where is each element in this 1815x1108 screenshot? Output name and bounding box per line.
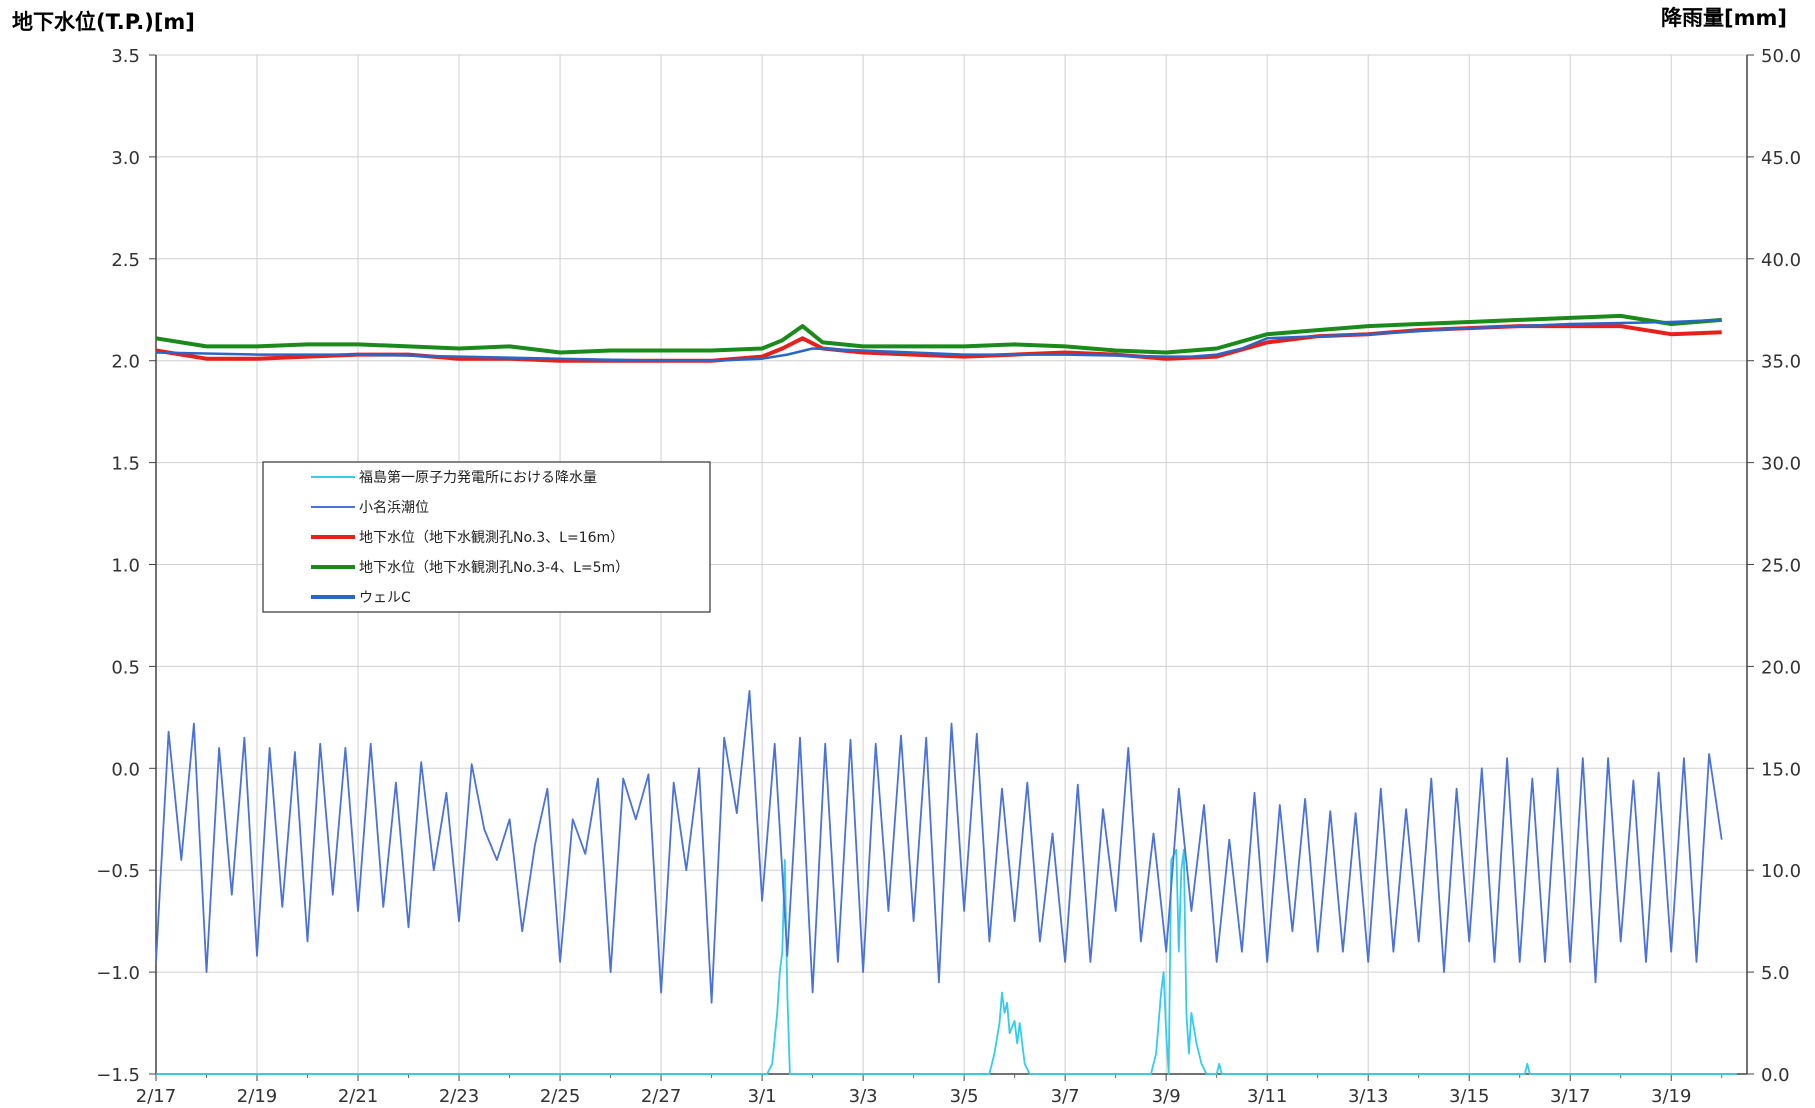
series-line-1 (155, 313, 1722, 355)
x-tick-label: 3/11 (1247, 1086, 1287, 1107)
legend-label: 地下水位（地下水観測孔No.3-4、L=5m） (359, 559, 629, 576)
y-left-tick-label: −0.5 (96, 861, 140, 882)
x-tick-label: 3/7 (1051, 1086, 1080, 1107)
y-left-tick-label: 0.0 (111, 759, 140, 780)
y-left-tick-label: −1.0 (96, 963, 140, 984)
x-tick-label: 3/13 (1348, 1086, 1388, 1107)
y-axis-left-label: 地下水位(T.P.)[m] (12, 10, 195, 34)
x-tick-label: 3/15 (1449, 1086, 1489, 1107)
series-line-3 (155, 690, 1723, 1004)
y-right-tick-label: 45.0 (1761, 148, 1801, 169)
y-right-tick-label: 0.0 (1761, 1065, 1790, 1086)
series-line-4 (156, 848, 1737, 1075)
y-left-tick-label: 3.0 (111, 148, 140, 169)
x-tick-label: 2/27 (641, 1086, 681, 1107)
legend-label: ウェルC (359, 590, 411, 606)
legend-label: 地下水位（地下水観測孔No.3、L=16m） (359, 529, 624, 546)
y-right-tick-label: 15.0 (1761, 759, 1801, 780)
x-tick-label: 3/9 (1152, 1086, 1181, 1107)
y-right-tick-label: 10.0 (1761, 861, 1801, 882)
y-right-tick-label: 20.0 (1761, 657, 1801, 678)
x-tick-label: 3/17 (1550, 1086, 1590, 1107)
legend: 福島第一原子力発電所における降水量小名浜潮位地下水位（地下水観測孔No.3、L=… (262, 461, 711, 613)
y-left-tick-label: 0.5 (111, 657, 140, 678)
y-right-tick-label: 50.0 (1761, 46, 1801, 67)
y-right-tick-label: 5.0 (1761, 963, 1790, 984)
series-line-2 (155, 318, 1722, 362)
y-right-tick-label: 30.0 (1761, 454, 1801, 475)
y-right-tick-label: 35.0 (1761, 352, 1801, 373)
x-tick-label: 2/25 (540, 1086, 580, 1107)
y-right-tick-label: 25.0 (1761, 556, 1801, 577)
y-left-tick-label: 1.5 (111, 454, 140, 475)
legend-label: 小名浜潮位 (359, 500, 429, 516)
y-left-tick-label: 2.5 (111, 250, 140, 271)
y-left-tick-label: −1.5 (96, 1065, 140, 1086)
y-axis-right-label: 降雨量[mm] (1661, 6, 1787, 30)
x-tick-label: 2/23 (439, 1086, 479, 1107)
x-tick-label: 2/19 (237, 1086, 277, 1107)
y-left-tick-label: 3.5 (111, 46, 140, 67)
y-left-tick-label: 2.0 (111, 352, 140, 373)
x-tick-label: 3/5 (950, 1086, 979, 1107)
series-lines (155, 313, 1737, 1075)
x-tick-label: 3/19 (1651, 1086, 1691, 1107)
x-tick-label: 3/1 (748, 1086, 777, 1107)
x-tick-label: 3/3 (849, 1086, 878, 1107)
y-right-tick-label: 40.0 (1761, 250, 1801, 271)
x-tick-label: 2/17 (136, 1086, 176, 1107)
y-left-tick-label: 1.0 (111, 556, 140, 577)
legend-label: 福島第一原子力発電所における降水量 (359, 469, 597, 486)
x-tick-label: 2/21 (338, 1086, 378, 1107)
